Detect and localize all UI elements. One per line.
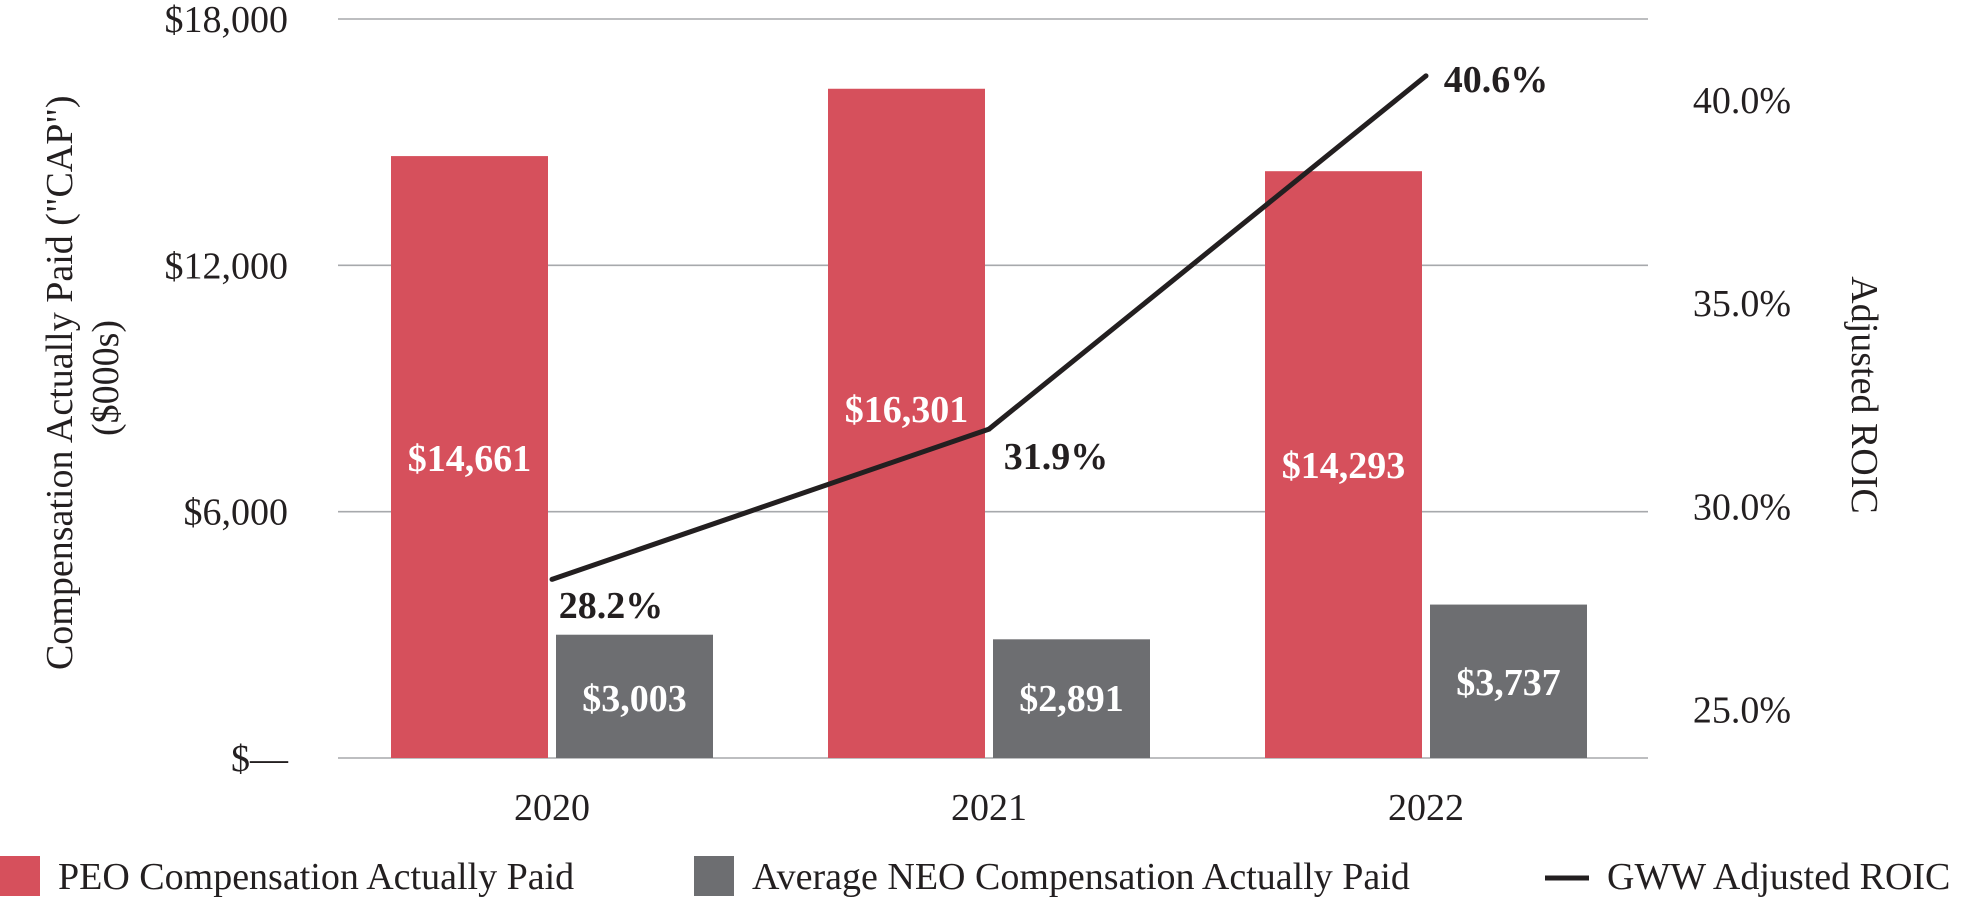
data-labels: $14,661 $3,003 $16,301 $2,891 $14,293 $3,737 2… — [408, 59, 1561, 720]
peo-bar-label: $14,293 — [1282, 445, 1406, 487]
roic-line-group — [549, 73, 1429, 582]
legend-label: Average NEO Compensation Actually Paid — [752, 856, 1410, 898]
roic-point — [1423, 73, 1429, 79]
neo-bar — [1430, 604, 1587, 758]
left-axis-title-line2: ($000s) — [85, 320, 127, 436]
legend-label: GWW Adjusted ROIC — [1607, 856, 1950, 898]
neo-bar-label: $3,737 — [1456, 662, 1561, 704]
roic-value-label: 28.2% — [559, 585, 664, 627]
neo-bar-label: $2,891 — [1019, 678, 1124, 720]
peo-bar-label: $16,301 — [845, 389, 969, 431]
neo-bar-label: $3,003 — [582, 678, 687, 720]
category-label: 2022 — [1388, 787, 1464, 829]
peo-bar — [1265, 171, 1422, 759]
right-tick-label: 35.0% — [1693, 283, 1791, 325]
left-tick-label: $12,000 — [165, 245, 289, 287]
roic-point — [986, 426, 992, 432]
neo-bar — [556, 634, 713, 758]
roic-value-label: 31.9% — [1004, 436, 1109, 478]
roic-value-label: 40.6% — [1444, 59, 1549, 101]
peo-bar-label: $14,661 — [408, 438, 532, 480]
left-axis-title-line1: Compensation Actually Paid ("CAP") — [39, 95, 81, 670]
right-axis-title: Adjusted ROIC — [1843, 276, 1885, 514]
legend-swatch — [694, 856, 734, 896]
category-label: 2021 — [951, 787, 1027, 829]
bars — [391, 88, 1587, 759]
category-label: 2020 — [514, 787, 590, 829]
right-tick-label: 40.0% — [1693, 80, 1791, 122]
legend-swatch — [0, 856, 40, 896]
left-tick-label: $6,000 — [184, 492, 289, 534]
peo-bar — [828, 88, 985, 758]
legend-label: PEO Compensation Actually Paid — [58, 856, 574, 898]
right-tick-label: 25.0% — [1693, 689, 1791, 731]
peo-bar — [391, 156, 548, 759]
left-tick-label: $— — [231, 738, 289, 780]
axes: Compensation Actually Paid ("CAP") ($000… — [39, 0, 1885, 829]
right-tick-label: 30.0% — [1693, 486, 1791, 528]
roic-point — [549, 576, 555, 582]
left-tick-label: $18,000 — [165, 0, 289, 41]
neo-bar — [993, 639, 1150, 758]
left-axis-title: Compensation Actually Paid ("CAP") ($000… — [39, 86, 127, 670]
legend: PEO Compensation Actually Paid Average NE… — [0, 856, 1950, 898]
